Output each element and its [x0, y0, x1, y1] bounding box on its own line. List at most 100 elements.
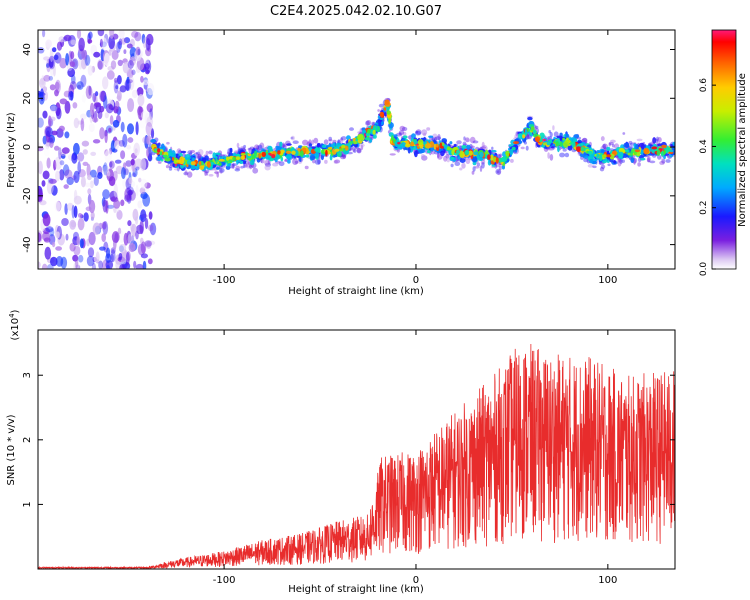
spectrogram-blob [150, 139, 157, 143]
spectrogram-blob [466, 138, 470, 143]
spectrogram-blob [314, 147, 321, 153]
noise-blob [76, 30, 82, 39]
spectrogram-blob [646, 156, 650, 163]
noise-blob [140, 75, 144, 83]
spectrogram-blob [280, 150, 284, 154]
spectrogram-blob [587, 144, 592, 148]
spectrogram-blob [168, 165, 173, 169]
spectrogram-blob [643, 147, 650, 155]
spectrogram-blob [618, 151, 623, 155]
noise-blob [109, 30, 115, 39]
noise-blob [54, 145, 60, 151]
spectrogram-blob [240, 165, 244, 169]
spectrogram-ytick-label: -20 [22, 188, 33, 204]
noise-blob [126, 79, 133, 84]
spectrogram-ytick-label: 20 [22, 92, 33, 105]
spectrogram-blob [547, 152, 550, 159]
noise-blob [105, 253, 112, 263]
spectrogram-blob [402, 135, 408, 139]
spectrogram-blob [204, 169, 210, 174]
spectrogram-blob [231, 164, 235, 170]
noise-blob [61, 218, 69, 226]
noise-blob [63, 34, 72, 42]
spectrogram-ytick-label: 0 [22, 144, 33, 150]
spectrogram-blob [417, 139, 424, 146]
spectrogram-blob [579, 153, 586, 158]
noise-blob [81, 57, 87, 70]
noise-blob [116, 209, 123, 220]
noise-blob [144, 217, 149, 230]
noise-blob [38, 146, 44, 152]
spectrogram-blob [325, 149, 328, 157]
noise-blob [73, 189, 78, 201]
spectrogram-blob [513, 141, 519, 145]
spectrogram-blob [459, 158, 466, 164]
spectrogram-blob [299, 155, 302, 162]
colorbar-ticks: 0.0 0.2 0.4 0.6 [699, 78, 716, 276]
spectrogram-blob [505, 151, 510, 157]
spectrogram-blob [535, 125, 539, 129]
spectrogram-blob [246, 161, 250, 169]
noise-blob [51, 185, 58, 196]
spectrogram-blob [643, 144, 647, 148]
spectrogram-blob [324, 159, 328, 164]
spectrogram-ytick-label: 40 [22, 43, 33, 56]
spectrogram-blob [398, 130, 405, 135]
noise-blob [59, 160, 65, 166]
spectrogram-blob [348, 142, 351, 150]
spectrogram-blob [176, 159, 182, 163]
spectrogram-blob [609, 153, 615, 160]
noise-blob [143, 227, 149, 236]
spectrogram-ytick-label: -40 [22, 236, 33, 252]
spectrogram-blob [621, 159, 625, 163]
noise-blob [42, 110, 48, 119]
noise-blob [135, 166, 140, 171]
spectrogram-blob [400, 142, 407, 148]
noise-blob [76, 235, 81, 246]
spectrogram-blob [157, 148, 161, 153]
spectrogram-blob [645, 145, 651, 149]
spectrogram-blob [487, 154, 491, 160]
noise-blob [51, 130, 58, 136]
noise-blob [108, 104, 113, 110]
noise-blob [89, 110, 93, 124]
spectrogram-blob [204, 169, 207, 176]
noise-blob [95, 91, 99, 97]
noise-blob [127, 233, 135, 246]
noise-blob [125, 251, 130, 266]
noise-blob [73, 261, 80, 269]
spectrogram-blob [450, 156, 455, 160]
spectrogram-blob [421, 129, 428, 136]
noise-blob [141, 110, 148, 120]
spectrogram-blob [218, 162, 222, 166]
spectrogram-blob [308, 143, 313, 147]
noise-blob [90, 151, 97, 156]
spectrogram-blob [172, 157, 175, 161]
noise-blob [101, 233, 106, 243]
noise-blob [117, 40, 123, 50]
noise-blob [123, 37, 131, 44]
noise-blob [127, 220, 132, 227]
noise-blob [77, 120, 84, 125]
noise-blob [102, 221, 109, 235]
noise-blob [89, 169, 97, 178]
spectrogram-blob [611, 151, 617, 155]
noise-blob [41, 263, 48, 269]
noise-blob [48, 55, 56, 70]
spectrogram-blob [278, 161, 285, 167]
noise-blob [46, 157, 51, 169]
noise-blob [140, 241, 147, 254]
spectrogram-blob [379, 111, 384, 118]
noise-blob [73, 205, 78, 218]
noise-blob [147, 258, 153, 265]
noise-blob [86, 163, 91, 178]
noise-blob [113, 199, 121, 209]
noise-blob [87, 174, 92, 181]
noise-blob [144, 240, 152, 247]
spectrogram-blob [365, 133, 371, 136]
spectrogram-blob [476, 162, 481, 167]
spectrogram-blob [264, 159, 270, 166]
noise-blob [99, 105, 105, 113]
noise-blob [39, 200, 47, 206]
spectrogram-blob [235, 156, 241, 161]
